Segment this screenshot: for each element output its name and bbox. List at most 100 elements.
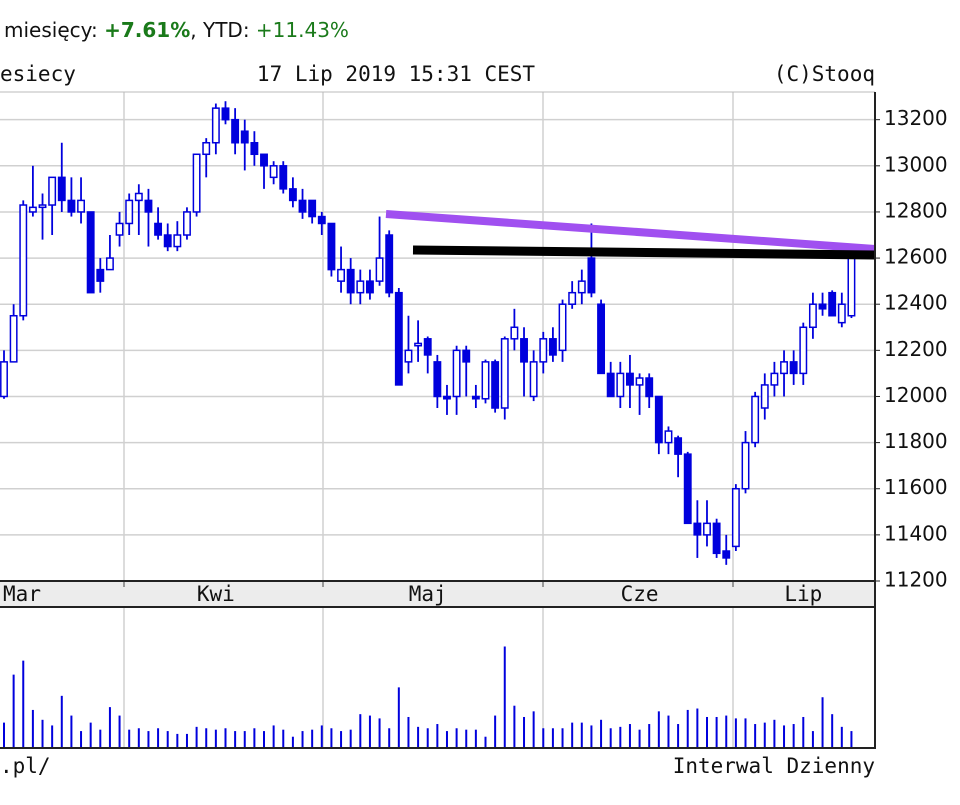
candle-body xyxy=(664,430,673,444)
candle-body xyxy=(520,338,528,363)
trend-line xyxy=(412,245,876,260)
candle-body xyxy=(616,372,625,398)
candle-body xyxy=(77,199,85,213)
candle-body xyxy=(529,361,538,398)
footer-right: Interwal Dzienny xyxy=(673,754,875,778)
copyright: (C)Stooq xyxy=(774,62,875,86)
y-tick-label: 11600 xyxy=(884,475,948,499)
candle-body xyxy=(385,234,394,294)
candle-body xyxy=(808,303,817,329)
candle-body xyxy=(0,361,8,398)
candle-body xyxy=(481,361,490,400)
candle-body xyxy=(683,453,692,525)
x-tick-label: Lip xyxy=(784,582,822,606)
candle-body xyxy=(269,165,278,179)
candle-body xyxy=(183,211,191,236)
candle-body xyxy=(19,204,28,317)
candle-body xyxy=(770,372,779,386)
candle-body xyxy=(548,338,557,356)
candle-body xyxy=(789,361,798,375)
candle-body xyxy=(144,199,153,213)
candle-body xyxy=(539,338,548,363)
timestamp: 17 Lip 2019 15:31 CEST xyxy=(257,62,536,86)
candle-body xyxy=(250,141,259,156)
period-label: miesięcy: xyxy=(4,18,98,42)
candle-body xyxy=(577,280,586,294)
candle-body xyxy=(751,395,760,444)
candle-body xyxy=(674,437,683,455)
candle-body xyxy=(606,372,615,398)
trend-line xyxy=(385,210,876,253)
candle-body xyxy=(587,257,596,294)
candle-body xyxy=(731,487,740,548)
candle-body xyxy=(240,130,249,144)
candle-body xyxy=(96,268,105,282)
candle-body xyxy=(635,377,644,386)
candle-body xyxy=(86,211,95,294)
y-tick-label: 12000 xyxy=(884,383,948,407)
y-tick-label: 11800 xyxy=(884,429,948,453)
candle-body xyxy=(703,522,711,536)
candle-body xyxy=(597,303,606,375)
x-tick-label: Mar xyxy=(3,582,41,606)
y-tick-label: 11200 xyxy=(884,568,948,592)
subtitle: esiecy xyxy=(0,62,76,86)
candle-body xyxy=(847,257,856,317)
period-change: +7.61% xyxy=(104,18,190,42)
candle-body xyxy=(780,361,788,375)
candle-body xyxy=(654,395,663,444)
candle-body xyxy=(491,361,500,409)
candle-body xyxy=(346,268,355,294)
header: miesięcy: +7.61%, YTD: +11.43% xyxy=(4,18,349,42)
candle-body xyxy=(712,522,721,555)
candle-body xyxy=(626,372,634,386)
candle-body xyxy=(741,441,750,490)
candle-body xyxy=(38,204,47,209)
y-tick-label: 13200 xyxy=(884,106,948,130)
candle-body xyxy=(192,153,201,213)
y-tick-label: 12400 xyxy=(884,291,948,315)
candle-body xyxy=(202,141,211,156)
candle-body xyxy=(568,291,577,305)
candle-body xyxy=(115,222,124,236)
candle-body xyxy=(462,349,471,363)
candle-body xyxy=(134,192,143,202)
candle-body xyxy=(760,384,769,409)
candle-body xyxy=(337,268,346,282)
candle-body xyxy=(163,234,172,248)
candle-body xyxy=(221,107,230,121)
y-tick-label: 12800 xyxy=(884,198,948,222)
candle-body xyxy=(414,342,423,347)
candle-body xyxy=(365,280,374,294)
plot: 11200 11400 11600 11800 12000 12200 12400 12600… xyxy=(0,92,948,748)
candle-body xyxy=(288,188,297,202)
candle-body xyxy=(9,314,18,363)
y-tick-label: 13000 xyxy=(884,152,948,176)
candle-body xyxy=(828,291,837,317)
candle-body xyxy=(48,176,57,206)
candle-body xyxy=(279,165,288,190)
candle-body xyxy=(308,199,317,218)
ytd-change: +11.43% xyxy=(256,18,349,42)
footer-left: .pl/ xyxy=(0,754,51,778)
candle-body xyxy=(452,349,461,398)
candle-body xyxy=(211,107,220,144)
candle-body xyxy=(327,222,336,271)
candle-body xyxy=(317,215,326,225)
ytd-label: , YTD: xyxy=(190,18,249,42)
candle-body xyxy=(645,377,654,398)
y-tick-label: 11400 xyxy=(884,521,948,545)
candle-body xyxy=(722,550,731,559)
candle-body xyxy=(260,153,268,167)
candle-body xyxy=(818,303,827,310)
x-tick-label: Kwi xyxy=(197,582,235,606)
candle-body xyxy=(375,257,384,282)
candle-body xyxy=(394,291,403,386)
y-tick-label: 12600 xyxy=(884,245,948,269)
candle-body xyxy=(404,349,413,363)
x-tick-label: Maj xyxy=(409,582,447,606)
candle-body xyxy=(837,303,846,324)
candle-body xyxy=(154,222,163,236)
candle-body xyxy=(173,234,182,248)
